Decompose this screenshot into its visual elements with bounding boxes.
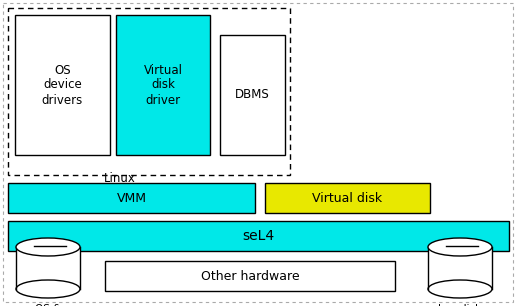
Text: Linux: Linux [104,172,136,185]
Bar [15,15,110,155]
Bar [220,35,285,155]
Bar [116,15,210,155]
Ellipse shape [16,280,80,298]
Text: Virtual
disk
driver: Virtual disk driver [144,64,183,106]
Text: Virtual disk: Virtual disk [312,192,383,204]
Text: OS &
data disk: OS & data disk [24,304,72,306]
Bar [428,247,492,289]
Bar [16,247,80,289]
Text: Log disk: Log disk [438,304,481,306]
Bar [265,183,430,213]
Ellipse shape [16,238,80,256]
Text: VMM: VMM [116,192,146,204]
Text: Other hardware: Other hardware [201,270,299,282]
Ellipse shape [428,280,492,298]
Bar [8,183,255,213]
Bar [8,8,290,175]
Ellipse shape [428,238,492,256]
Text: seL4: seL4 [242,229,275,243]
Bar [8,221,509,251]
Text: OS
device
drivers: OS device drivers [42,64,83,106]
Text: DBMS: DBMS [235,88,270,102]
Bar [105,261,395,291]
